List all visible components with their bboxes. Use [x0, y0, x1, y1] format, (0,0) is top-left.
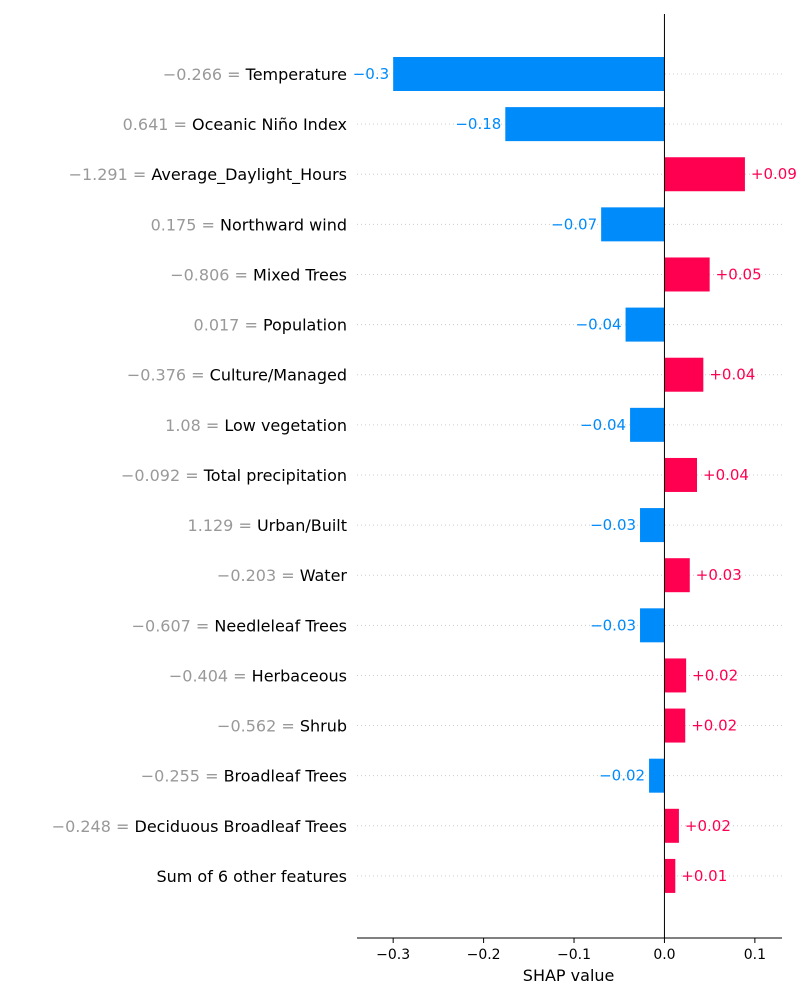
feature-name: Northward wind — [220, 215, 347, 234]
bar — [664, 658, 687, 693]
x-tick-label: 0.0 — [653, 947, 675, 963]
x-tick-label: −0.3 — [376, 947, 410, 963]
data-label: −0.18 — [455, 115, 501, 133]
bar — [625, 307, 665, 342]
feature-name: Urban/Built — [257, 516, 347, 535]
feature-name: Total precipitation — [203, 466, 347, 485]
feature-label: −0.376 = Culture/Managed — [127, 366, 347, 385]
feature-label: −0.255 = Broadleaf Trees — [141, 767, 347, 786]
feature-value: 1.08 = — [165, 416, 224, 435]
data-label: +0.01 — [681, 867, 727, 885]
data-label: +0.05 — [716, 265, 762, 283]
feature-value: −0.248 = — [52, 817, 135, 836]
grid-lines — [357, 73, 782, 877]
feature-label: −1.291 = Average_Daylight_Hours — [69, 165, 347, 185]
feature-label: −0.806 = Mixed Trees — [170, 265, 347, 284]
bar — [664, 157, 745, 192]
bar — [640, 608, 665, 643]
bar — [601, 207, 665, 242]
feature-name: Temperature — [245, 65, 347, 84]
feature-label: −0.404 = Herbaceous — [169, 666, 347, 685]
feature-value: −0.607 = — [132, 616, 215, 635]
data-label: +0.04 — [709, 366, 755, 384]
bar — [664, 357, 704, 392]
data-label: −0.03 — [590, 616, 636, 634]
bar — [393, 57, 665, 91]
x-axis-title: SHAP value — [523, 966, 615, 985]
feature-name: Oceanic Niño Index — [192, 115, 347, 134]
feature-value: 0.641 = — [123, 115, 192, 134]
bar — [649, 758, 665, 793]
feature-name: Culture/Managed — [210, 366, 347, 385]
feature-value: 0.017 = — [194, 316, 263, 335]
feature-name: Population — [263, 316, 347, 335]
feature-label: −0.607 = Needleleaf Trees — [132, 616, 347, 635]
feature-value: −0.266 = — [163, 65, 246, 84]
bar — [664, 808, 679, 843]
feature-label: −0.092 = Total precipitation — [121, 466, 347, 485]
feature-value: 1.129 = — [188, 516, 257, 535]
feature-name: Average_Daylight_Hours — [151, 165, 347, 185]
bar — [505, 107, 665, 142]
feature-label: 1.129 = Urban/Built — [188, 516, 347, 535]
feature-name: Mixed Trees — [253, 265, 347, 284]
feature-label: −0.248 = Deciduous Broadleaf Trees — [52, 817, 347, 836]
feature-name: Broadleaf Trees — [224, 767, 347, 786]
bar — [630, 407, 665, 442]
feature-value: −0.255 = — [141, 767, 224, 786]
feature-label: 0.017 = Population — [194, 316, 347, 335]
bar — [664, 858, 676, 893]
x-tick-label: −0.1 — [557, 947, 591, 963]
x-axis: −0.3 −0.2 −0.1 0.0 0.1 — [357, 937, 782, 963]
feature-value: −0.092 = — [121, 466, 204, 485]
feature-labels: −0.3 −0.266 = Temperature −0.18 0.641 = Oce… — [52, 65, 797, 886]
feature-value: 0.175 = — [151, 215, 220, 234]
feature-label: 1.08 = Low vegetation — [165, 416, 347, 435]
feature-value: −0.562 = — [217, 717, 300, 736]
feature-name: Herbaceous — [252, 666, 347, 685]
bars — [393, 57, 745, 893]
data-label: +0.09 — [751, 165, 797, 183]
feature-label: −0.203 = Water — [217, 566, 348, 585]
feature-name: Water — [300, 566, 348, 585]
feature-label: −0.562 = Shrub — [217, 717, 347, 736]
feature-label: Sum of 6 other features — [156, 867, 347, 886]
feature-value: −0.806 = — [170, 265, 253, 284]
feature-value: −0.376 = — [127, 366, 210, 385]
data-label: −0.03 — [590, 516, 636, 534]
bar — [664, 708, 686, 743]
feature-name: Low vegetation — [224, 416, 347, 435]
feature-value: −1.291 = — [69, 165, 152, 184]
x-tick-label: −0.2 — [467, 947, 501, 963]
data-label: −0.3 — [353, 65, 389, 83]
feature-name: Sum of 6 other features — [156, 867, 347, 886]
data-label: +0.02 — [692, 666, 738, 684]
data-label: +0.04 — [703, 466, 749, 484]
data-label: −0.04 — [576, 316, 622, 334]
data-label: −0.02 — [599, 767, 645, 785]
data-label: −0.04 — [580, 416, 626, 434]
feature-name: Needleleaf Trees — [214, 616, 347, 635]
feature-value: −0.203 = — [217, 566, 300, 585]
bar — [664, 457, 697, 492]
bar — [664, 558, 690, 593]
bar — [640, 508, 665, 543]
feature-label: 0.175 = Northward wind — [151, 215, 347, 234]
feature-name: Deciduous Broadleaf Trees — [135, 817, 348, 836]
data-label: −0.07 — [551, 215, 597, 233]
x-tick-label: 0.1 — [744, 947, 766, 963]
feature-name: Shrub — [300, 717, 347, 736]
data-label: +0.03 — [696, 566, 742, 584]
data-label: +0.02 — [685, 817, 731, 835]
bar — [664, 257, 710, 292]
feature-value: −0.404 = — [169, 666, 252, 685]
feature-label: −0.266 = Temperature — [163, 65, 347, 84]
feature-label: 0.641 = Oceanic Niño Index — [123, 115, 347, 134]
data-label: +0.02 — [691, 717, 737, 735]
